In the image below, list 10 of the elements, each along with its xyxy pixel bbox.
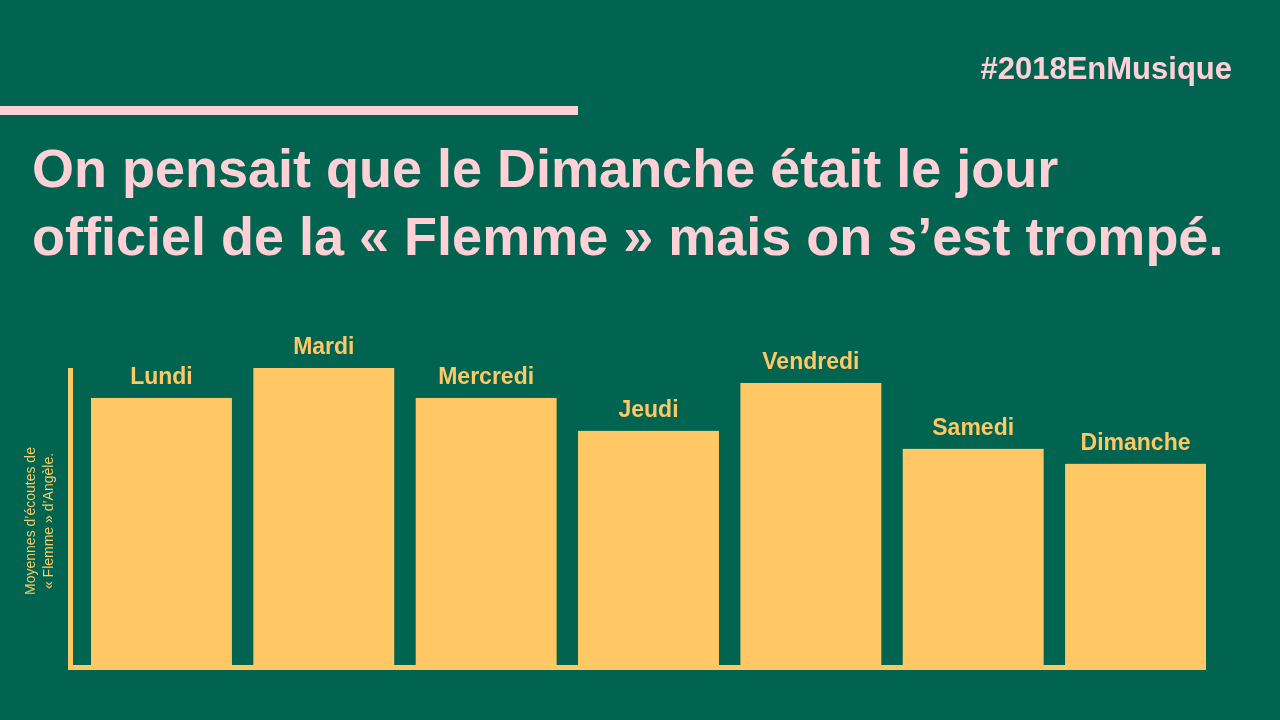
x-tick-label: Vendredi bbox=[762, 347, 860, 374]
text: #2018EnMusique bbox=[980, 51, 1232, 86]
x-tick-label: Jeudi bbox=[618, 395, 679, 422]
x-tick-label: Mardi bbox=[293, 333, 355, 359]
y-axis-title: Moyennes d’écoutes de « Flemme » d’Angèle. bbox=[22, 446, 56, 595]
x-tick-label: Lundi bbox=[130, 362, 193, 389]
chart-title: On pensait que le Dimanche était le jour officiel de la « Flemme » mais on s’est trompé. bbox=[32, 138, 1224, 266]
x-tick-label: Samedi bbox=[932, 413, 1015, 440]
x-tick-label: Dimanche bbox=[1080, 428, 1191, 455]
x-tick-label: Mercredi bbox=[438, 362, 535, 389]
